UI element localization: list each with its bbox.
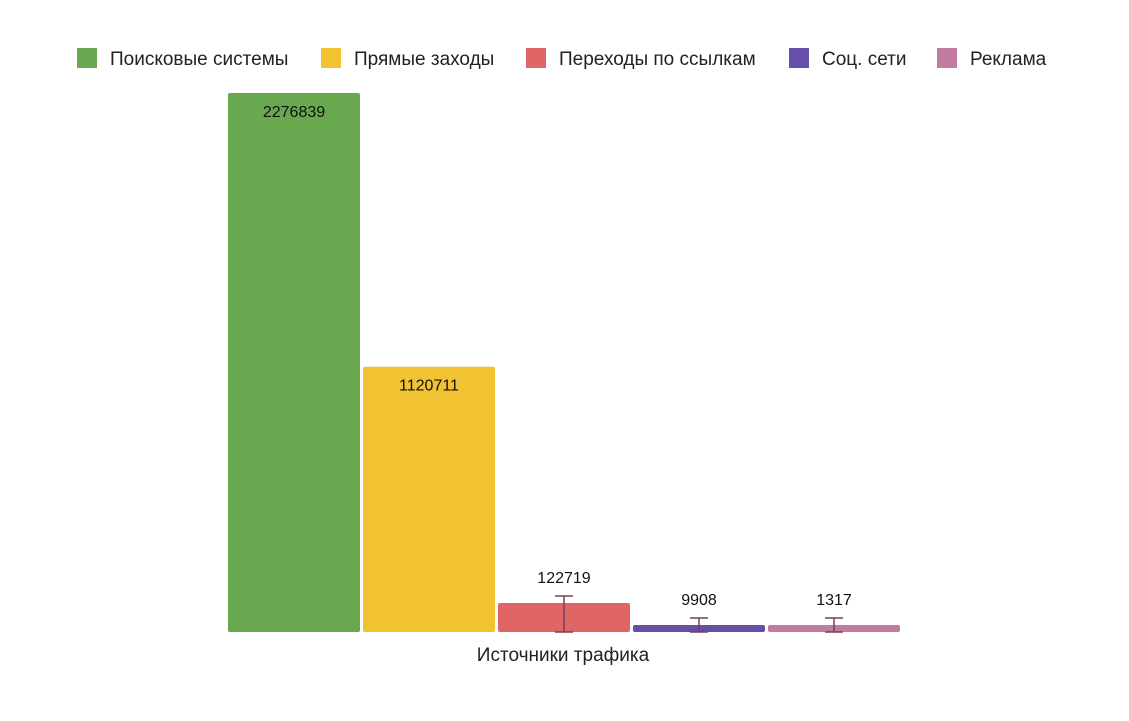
data-label-series-3: 122719 [537,570,590,587]
legend-label-series-5[interactable]: Реклама [970,49,1047,70]
legend-swatch-series-2[interactable] [321,48,341,68]
legend-swatch-series-5[interactable] [937,48,957,68]
legend-swatch-series-3[interactable] [526,48,546,68]
legend-label-series-2[interactable]: Прямые заходы [354,49,494,70]
error-bar-series-3 [555,595,573,633]
bar-series-1[interactable] [228,93,360,632]
legend: Поисковые системы Прямые заходы Переходы п… [77,48,1047,70]
legend-swatch-series-4[interactable] [789,48,809,68]
data-label-series-1: 2276839 [263,104,325,121]
legend-swatch-series-1[interactable] [77,48,97,68]
data-label-series-2: 1120711 [399,378,459,395]
x-axis-label: Источники трафика [477,645,650,666]
data-label-series-4: 9908 [681,592,717,609]
bar-series-2[interactable] [363,366,495,632]
error-bar-series-5 [825,617,843,633]
error-bar-series-4 [690,617,708,633]
legend-label-series-3[interactable]: Переходы по ссылкам [559,49,756,70]
bars [228,93,900,633]
legend-label-series-4[interactable]: Соц. сети [822,49,906,70]
legend-label-series-1[interactable]: Поисковые системы [110,49,288,70]
data-labels: 2276839 1120711 122719 9908 1317 [263,104,852,609]
data-label-series-5: 1317 [816,592,852,609]
